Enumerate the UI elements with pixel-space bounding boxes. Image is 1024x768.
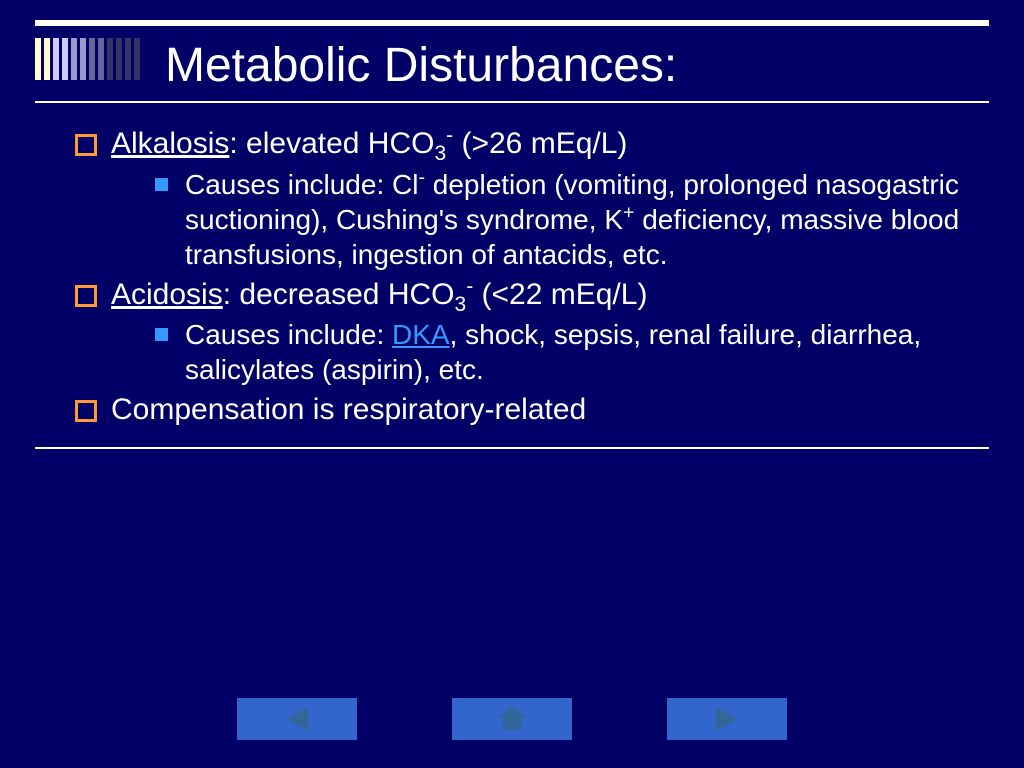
arrow-left-icon xyxy=(286,707,308,731)
text: (>26 mEq/L) xyxy=(453,127,627,160)
text: Causes include: xyxy=(185,319,392,350)
home-icon xyxy=(499,708,525,730)
next-button[interactable] xyxy=(667,698,787,740)
text: (<22 mEq/L) xyxy=(473,278,647,311)
nav-bar xyxy=(0,698,1024,740)
dka-link[interactable]: DKA xyxy=(392,319,450,350)
arrow-right-icon xyxy=(716,707,738,731)
alkalosis-label: Alkalosis xyxy=(111,127,229,160)
home-button[interactable] xyxy=(452,698,572,740)
title-rule xyxy=(35,101,989,103)
subscript: 3 xyxy=(434,142,446,165)
text: Compensation is respiratory-related xyxy=(111,393,586,426)
slide: Metabolic Disturbances: Alkalosis: eleva… xyxy=(0,0,1024,768)
bullet-alkalosis-causes: Causes include: Cl- depletion (vomiting,… xyxy=(75,167,979,272)
bullet-acidosis-causes: Causes include: DKA, shock, sepsis, rena… xyxy=(75,317,979,387)
bullet-alkalosis: Alkalosis: elevated HCO3- (>26 mEq/L) xyxy=(75,125,979,163)
prev-button[interactable] xyxy=(237,698,357,740)
text: : elevated HCO xyxy=(229,127,434,160)
text: : decreased HCO xyxy=(223,278,455,311)
superscript: + xyxy=(623,201,634,223)
subscript: 3 xyxy=(455,293,467,316)
bullet-compensation: Compensation is respiratory-related xyxy=(75,391,979,429)
content-area: Alkalosis: elevated HCO3- (>26 mEq/L) Ca… xyxy=(75,125,979,429)
acidosis-label: Acidosis xyxy=(111,278,223,311)
slide-title: Metabolic Disturbances: xyxy=(165,38,989,93)
top-rule xyxy=(35,20,989,26)
text: Causes include: Cl xyxy=(185,169,418,200)
corner-decoration xyxy=(35,38,143,80)
bottom-rule xyxy=(35,447,989,449)
bullet-acidosis: Acidosis: decreased HCO3- (<22 mEq/L) xyxy=(75,276,979,314)
